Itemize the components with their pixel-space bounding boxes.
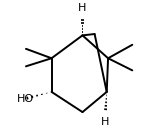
Text: HO: HO (16, 94, 34, 104)
Text: H: H (78, 3, 87, 13)
Text: H: H (100, 117, 109, 127)
